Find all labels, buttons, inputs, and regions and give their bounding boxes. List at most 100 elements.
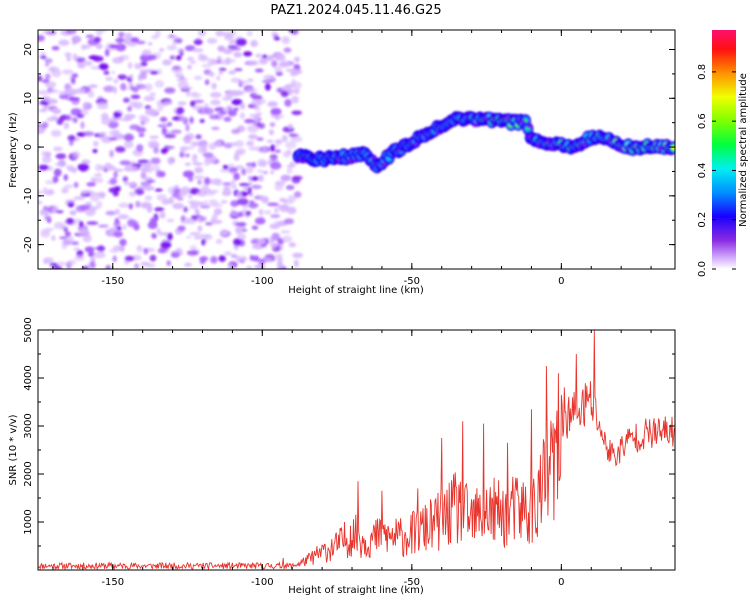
noise-blob <box>118 202 130 208</box>
noise-blob <box>130 94 141 100</box>
noise-blob <box>241 168 247 176</box>
noise-blob <box>98 224 109 228</box>
noise-blob <box>229 211 240 217</box>
snr-x-tick-label: 0 <box>558 577 564 588</box>
noise-blob <box>204 234 213 240</box>
noise-blob <box>62 69 74 75</box>
noise-blob <box>238 80 249 85</box>
noise-blob <box>72 117 78 123</box>
noise-blob <box>174 73 184 78</box>
noise-blob <box>123 133 134 142</box>
noise-blob <box>211 126 220 131</box>
noise-blob <box>88 84 98 89</box>
noise-blob <box>67 135 76 142</box>
noise-blob <box>135 200 141 208</box>
noise-blob <box>143 95 156 102</box>
noise-blob <box>283 47 292 53</box>
noise-blob <box>120 83 127 91</box>
noise-blob <box>193 39 203 46</box>
noise-blob <box>166 218 175 223</box>
noise-blob <box>64 184 74 189</box>
noise-blob <box>69 139 74 146</box>
colorbar-tick-label: 0.4 <box>697 162 708 178</box>
noise-blob <box>235 222 247 227</box>
noise-blob <box>73 181 79 188</box>
noise-blob <box>263 74 275 80</box>
noise-blob <box>96 101 109 110</box>
noise-blob <box>124 255 135 262</box>
noise-blob <box>119 118 130 122</box>
noise-blob <box>51 235 56 241</box>
noise-blob <box>87 90 95 98</box>
noise-blob <box>81 159 90 164</box>
noise-blob <box>270 144 276 152</box>
noise-blob <box>64 94 75 101</box>
noise-blob <box>69 210 77 216</box>
noise-blob <box>124 32 133 39</box>
spectrogram-y-tick-label: -10 <box>23 188 34 204</box>
snr-y-tick-label: 1000 <box>23 509 34 534</box>
noise-blob <box>234 149 244 155</box>
noise-blob <box>230 46 242 51</box>
noise-blob <box>281 36 291 44</box>
noise-blob <box>136 144 144 152</box>
noise-blob <box>224 33 234 41</box>
noise-blob <box>84 60 93 66</box>
noise-blob <box>291 175 303 180</box>
noise-blob <box>269 122 276 127</box>
noise-blob <box>82 234 92 243</box>
noise-blob <box>284 99 292 107</box>
noise-blob <box>140 72 147 80</box>
noise-blob <box>211 82 217 90</box>
noise-blob <box>251 184 262 190</box>
noise-blob <box>160 148 168 154</box>
noise-blob <box>89 261 96 269</box>
noise-blob <box>193 75 203 80</box>
noise-blob <box>166 260 171 267</box>
noise-blob <box>201 144 207 153</box>
noise-blob <box>92 148 98 154</box>
noise-blob <box>270 161 282 170</box>
noise-blob <box>144 105 152 110</box>
noise-blob <box>183 137 192 144</box>
noise-blob <box>283 218 295 225</box>
noise-blob <box>264 210 272 215</box>
noise-blob <box>252 255 260 262</box>
noise-blob <box>42 121 49 129</box>
noise-blob <box>291 110 303 116</box>
figure-title: PAZ1.2024.045.11.46.G25 <box>270 3 441 18</box>
noise-blob <box>44 227 55 232</box>
noise-blob <box>51 46 60 51</box>
noise-blob <box>77 62 86 69</box>
noise-blob <box>185 235 192 239</box>
noise-blob <box>184 162 191 166</box>
noise-blob <box>218 255 226 262</box>
noise-blob <box>215 30 225 37</box>
noise-blob <box>118 31 125 38</box>
noise-blob <box>219 168 231 173</box>
noise-blob <box>48 89 59 93</box>
noise-blob <box>221 200 228 204</box>
noise-blob <box>38 126 44 134</box>
noise-blob <box>285 84 295 88</box>
noise-blob <box>189 232 201 236</box>
noise-blob <box>136 126 147 133</box>
noise-blob <box>202 200 209 208</box>
colorbar-tick-label: 0.0 <box>697 261 708 277</box>
noise-blob <box>197 225 203 232</box>
noise-blob <box>186 250 199 256</box>
noise-blob <box>223 186 231 191</box>
noise-blob <box>224 142 233 147</box>
noise-blob <box>84 246 95 253</box>
track-halo <box>580 141 587 147</box>
noise-blob <box>41 79 50 84</box>
noise-blob <box>58 39 70 46</box>
noise-blob <box>214 178 223 186</box>
noise-blob <box>40 51 47 57</box>
noise-blob <box>93 251 106 259</box>
noise-blob <box>164 87 176 94</box>
noise-blob <box>235 165 245 170</box>
noise-blob <box>52 176 59 183</box>
spectrogram-x-tick-label: -50 <box>404 276 420 287</box>
